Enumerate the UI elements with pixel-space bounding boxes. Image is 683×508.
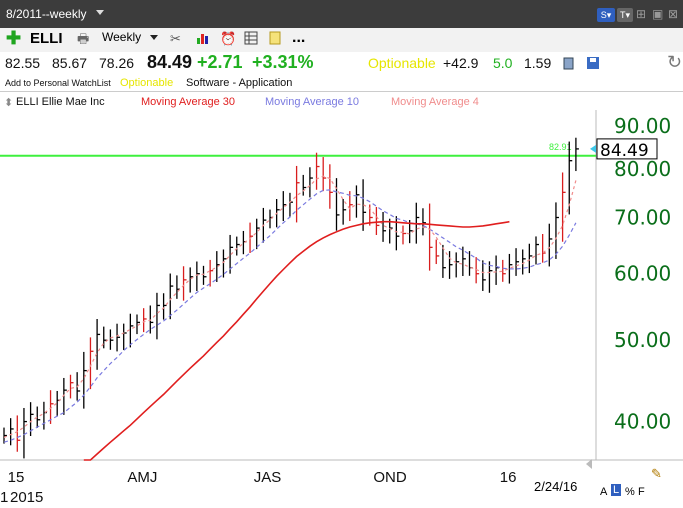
optionable-badge: Optionable: [368, 55, 436, 71]
y-tick-label: 80.00: [614, 157, 671, 181]
toolbar: [0, 28, 683, 52]
stat2-value: 5.0: [493, 55, 513, 71]
last-price-marker: [590, 144, 596, 153]
s-button-icon[interactable]: S▾: [597, 8, 615, 22]
edit-icon[interactable]: ✎: [651, 466, 662, 481]
legend-stock[interactable]: ELLI Ellie Mae Inc: [16, 96, 105, 108]
ma4-line: [3, 175, 577, 438]
year-prefix-label: 1: [0, 489, 8, 506]
symbol-field[interactable]: ELLI: [30, 30, 63, 47]
x-tick-label: OND: [373, 469, 407, 486]
y-tick-label: 70.00: [614, 206, 671, 230]
period-dropdown-icon[interactable]: [150, 35, 158, 40]
scale-pct[interactable]: %: [625, 486, 635, 498]
database-icon[interactable]: [562, 56, 576, 70]
legend: ⬍ ELLI Ellie Mae Inc Moving Average 30 M…: [0, 92, 600, 110]
optionable-label: Optionable: [120, 77, 174, 89]
divider: [0, 91, 683, 92]
legend-ma10[interactable]: Moving Average 10: [265, 96, 359, 108]
y-tick-label: 50.00: [614, 328, 671, 352]
stat1-value: +42.9: [443, 55, 479, 71]
industry-label: Software - Application: [186, 77, 293, 89]
close-icon[interactable]: ⊠: [668, 7, 679, 21]
scroll-arrow-icon: [586, 459, 592, 469]
x-tick-label: 16: [500, 469, 517, 486]
more-menu[interactable]: ...: [292, 29, 306, 46]
open-value: 82.55: [5, 55, 41, 71]
title-dropdown-icon[interactable]: [96, 10, 104, 15]
t-button-icon[interactable]: T▾: [617, 8, 633, 22]
change-value: +2.71: [197, 52, 243, 72]
x-tick-label: 15: [8, 469, 25, 486]
date-label: 2/24/16: [534, 479, 578, 494]
bar-chart-icon[interactable]: [196, 31, 210, 45]
scale-f[interactable]: F: [638, 486, 645, 498]
y-tick-label: 90.00: [614, 114, 671, 138]
print-icon[interactable]: 🖶: [77, 31, 90, 46]
year-label: 2015: [10, 489, 43, 506]
x-tick-label: AMJ: [127, 469, 157, 486]
legend-ma30[interactable]: Moving Average 30: [141, 96, 235, 108]
window-title[interactable]: 8/2011--weekly: [6, 7, 87, 21]
add-watchlist-link[interactable]: Add to Personal WatchList: [5, 78, 111, 88]
window-titlebar: 8/2011--weekly S▾ T▾ ⊞ ▣ ⊠: [0, 0, 683, 28]
high-value: 85.67: [52, 55, 88, 71]
tools-icon[interactable]: ✂: [170, 31, 181, 46]
ma10-line: [3, 189, 577, 443]
last-price-box: [596, 138, 658, 160]
refresh-icon[interactable]: ↻: [667, 52, 683, 72]
last-price-label: 84.49: [600, 141, 649, 161]
scale-a[interactable]: A: [600, 486, 608, 498]
legend-ma4[interactable]: Moving Average 4: [391, 96, 479, 108]
last-price: 84.49: [147, 52, 193, 72]
x-tick-label: JAS: [254, 469, 282, 486]
reference-line-label: 82.91: [549, 142, 572, 152]
move-icon[interactable]: ⊞: [636, 7, 647, 21]
y-tick-label: 60.00: [614, 262, 671, 286]
price-chart[interactable]: 90.00 80.00 70.00 60.00 50.00 40.00 82.91 84.49…: [0, 110, 683, 508]
note-icon[interactable]: [268, 31, 282, 45]
change-pct: +3.31%: [252, 52, 314, 72]
stat3-value: 1.59: [524, 55, 552, 71]
legend-handle-icon[interactable]: ⬍: [4, 97, 14, 109]
low-value: 78.26: [99, 55, 135, 71]
add-symbol-icon[interactable]: ✚: [6, 28, 22, 48]
save-icon[interactable]: [586, 56, 600, 70]
ma30-line: [83, 220, 510, 461]
restore-icon[interactable]: ▣: [652, 7, 664, 21]
alarm-icon[interactable]: ⏰: [220, 31, 237, 46]
y-tick-label: 40.00: [614, 410, 671, 434]
period-select[interactable]: Weekly: [102, 30, 142, 44]
scale-log[interactable]: L: [611, 484, 622, 496]
grid-icon[interactable]: [244, 31, 258, 45]
